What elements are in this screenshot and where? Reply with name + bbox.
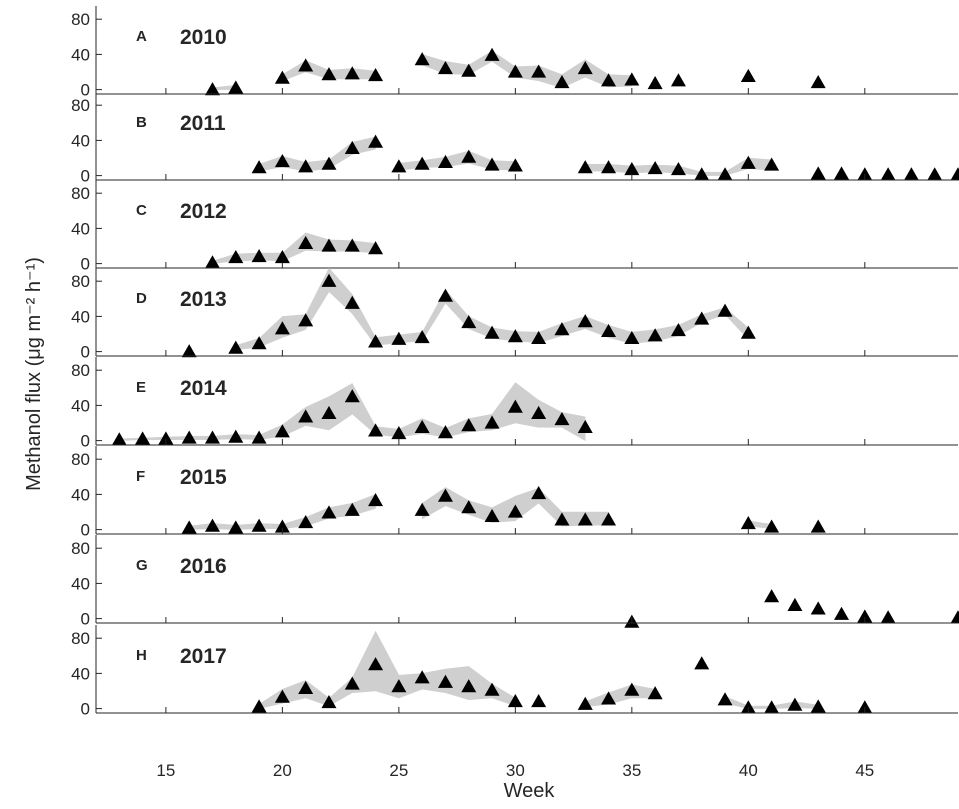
data-point — [671, 73, 686, 86]
y-tick-label: 0 — [81, 255, 90, 274]
x-tick-label: 25 — [389, 761, 408, 780]
data-point — [694, 656, 709, 669]
panel-letter: E — [136, 379, 146, 396]
data-point — [834, 607, 849, 620]
y-tick-label: 0 — [81, 700, 90, 719]
y-tick-label: 40 — [71, 574, 90, 593]
panel-letter: H — [136, 647, 147, 664]
x-tick-label: 20 — [273, 761, 292, 780]
panel-e: 0 40 80 E 2014 — [71, 357, 958, 451]
panel-year-title: 2012 — [180, 200, 227, 223]
y-tick-label: 80 — [71, 96, 90, 115]
x-axis-ticks: 15 20 25 30 35 40 45 — [156, 761, 874, 780]
data-point — [182, 344, 197, 357]
data-point — [811, 166, 826, 179]
uncertainty-band — [422, 51, 632, 88]
data-point — [438, 289, 453, 302]
data-point — [904, 167, 919, 180]
data-point — [881, 167, 896, 180]
panel-letter: F — [136, 468, 145, 485]
data-point — [927, 167, 942, 180]
y-tick-label: 80 — [71, 10, 90, 29]
y-tick-label: 40 — [71, 396, 90, 415]
y-tick-label: 0 — [81, 610, 90, 629]
data-point — [531, 694, 546, 707]
panel-h: 0 40 80 H 2017 — [71, 625, 958, 719]
panel-c: 0 40 80 C 2012 — [71, 180, 958, 274]
data-point — [741, 69, 756, 82]
y-tick-label: 0 — [81, 167, 90, 186]
y-tick-label: 0 — [81, 432, 90, 451]
y-tick-label: 40 — [71, 219, 90, 238]
panel-letter: G — [136, 557, 148, 574]
panel-year-title: 2014 — [180, 377, 227, 400]
y-tick-label: 80 — [71, 450, 90, 469]
panel-year-title: 2015 — [180, 466, 227, 489]
panel-year-title: 2013 — [180, 288, 227, 311]
panel-g: 0 40 80 G 2016 — [71, 535, 959, 629]
data-point — [951, 167, 959, 180]
y-tick-label: 40 — [71, 307, 90, 326]
y-tick-label: 40 — [71, 664, 90, 683]
panel-year-title: 2010 — [180, 26, 227, 49]
y-tick-label: 0 — [81, 521, 90, 540]
panel-letter: A — [136, 28, 147, 45]
y-tick-label: 40 — [71, 45, 90, 64]
panel-d: 0 40 80 D 2013 — [71, 268, 958, 362]
panel-year-title: 2016 — [180, 555, 227, 578]
data-point — [787, 598, 802, 611]
data-point — [834, 166, 849, 179]
uncertainty-band — [259, 631, 515, 708]
y-tick-label: 80 — [71, 184, 90, 203]
data-point — [764, 589, 779, 602]
y-tick-label: 0 — [81, 343, 90, 362]
y-axis-title: Methanol flux (μg m⁻² h⁻¹) — [23, 257, 45, 491]
x-tick-label: 45 — [855, 761, 874, 780]
data-point — [881, 610, 896, 623]
panels-group: 0 40 80 A 2010 0 40 80 B 2011 0 40 80 C 2012 0 40 80 D 2013… — [71, 6, 959, 719]
panel-year-title: 2017 — [180, 645, 227, 668]
y-tick-label: 40 — [71, 131, 90, 150]
panel-letter: C — [136, 202, 147, 219]
y-tick-label: 80 — [71, 629, 90, 648]
panel-b: 0 40 80 B 2011 — [71, 92, 959, 186]
y-tick-label: 80 — [71, 361, 90, 380]
data-point — [648, 76, 663, 89]
panel-year-title: 2011 — [180, 112, 226, 135]
y-tick-label: 80 — [71, 539, 90, 558]
x-tick-label: 35 — [622, 761, 641, 780]
y-tick-label: 40 — [71, 485, 90, 504]
x-tick-label: 30 — [506, 761, 525, 780]
data-point — [811, 75, 826, 88]
panel-letter: D — [136, 290, 147, 307]
x-axis-title: Week — [504, 780, 556, 802]
x-tick-label: 40 — [739, 761, 758, 780]
x-tick-label: 15 — [156, 761, 175, 780]
y-tick-label: 80 — [71, 272, 90, 291]
data-point — [951, 610, 959, 623]
data-point — [811, 519, 826, 532]
panel-f: 0 40 80 F 2015 — [71, 446, 958, 540]
panel-letter: B — [136, 114, 147, 131]
uncertainty-band — [585, 685, 655, 707]
data-point — [811, 601, 826, 614]
